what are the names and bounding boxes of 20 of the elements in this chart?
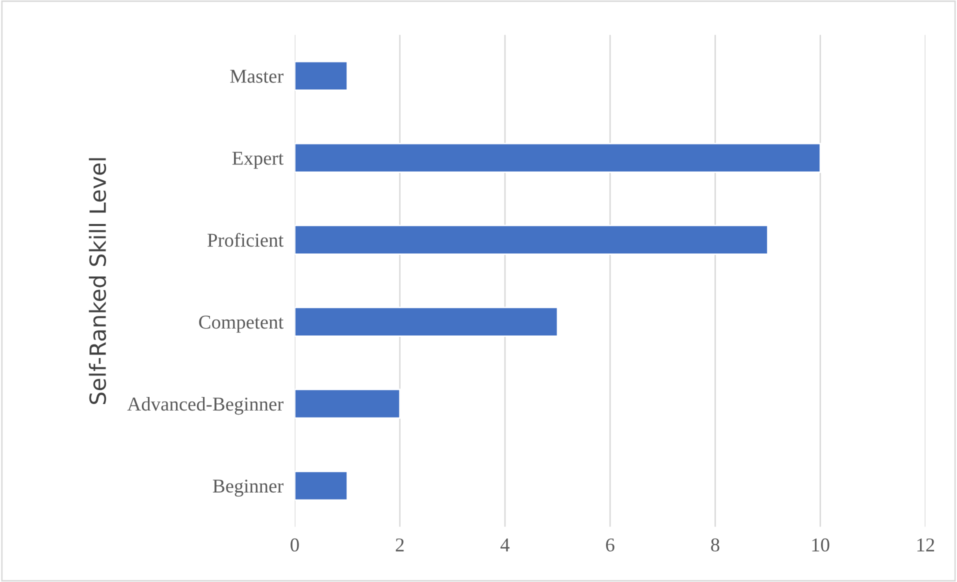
y-tick-label: Expert: [232, 152, 284, 169]
y-tick-label: Advanced-Beginner: [127, 397, 284, 415]
x-tick-label: 12: [917, 538, 934, 552]
x-tick-label: 10: [812, 538, 830, 552]
x-tick-label: 2: [396, 538, 404, 552]
x-tick-label: 0: [290, 538, 299, 552]
bar: [294, 388, 401, 419]
bar: [294, 306, 558, 337]
y-tick-label: Master: [230, 70, 284, 83]
bar: [294, 224, 768, 255]
bar: [294, 470, 348, 501]
y-axis-title: Self-Ranked Skill Level: [88, 158, 106, 404]
x-tick-label: 4: [500, 538, 510, 552]
y-tick-label: Competent: [199, 316, 284, 333]
bar: [294, 60, 348, 91]
x-tick-label: 8: [711, 538, 720, 552]
y-tick-label: Beginner: [212, 480, 284, 497]
y-tick-label: Proficient: [208, 232, 284, 247]
x-tick-label: 6: [606, 538, 614, 552]
bar: [294, 142, 822, 173]
